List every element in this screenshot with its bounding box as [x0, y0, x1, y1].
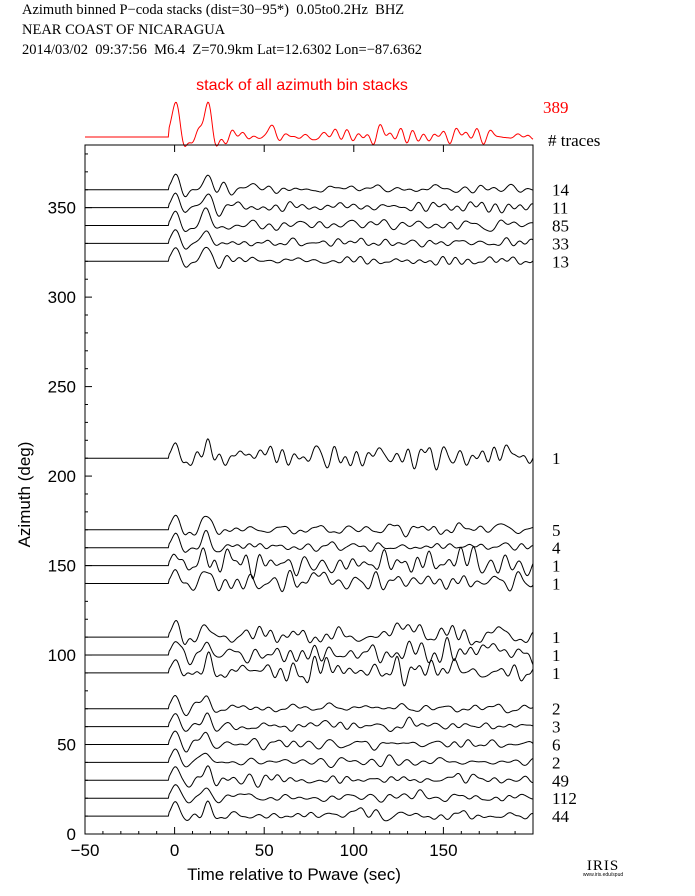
header-line-2: NEAR COAST OF NICARAGUA	[22, 22, 226, 38]
trace-count-label: 1	[552, 557, 561, 576]
azimuth-trace	[85, 546, 534, 580]
trace-count-label: 85	[552, 217, 569, 236]
azimuth-trace	[85, 529, 534, 553]
azimuth-trace	[85, 636, 534, 666]
trace-count-label: 44	[552, 807, 570, 826]
stack-label: stack of all azimuth bin stacks	[196, 77, 408, 94]
azimuth-trace	[85, 784, 534, 804]
azimuth-trace	[85, 173, 534, 198]
y-tick-label: 350	[48, 199, 76, 218]
logo-text: IRIS	[586, 858, 620, 874]
trace-count-label: 13	[552, 252, 569, 271]
azimuth-trace	[85, 514, 534, 538]
azimuth-trace	[85, 651, 534, 687]
x-tick-label: 150	[429, 841, 457, 860]
header-line-1: Azimuth binned P−coda stacks (dist=30−95…	[22, 2, 405, 18]
trace-count-label: 1	[552, 574, 561, 593]
y-tick-label: 0	[67, 825, 76, 844]
x-tick-label: −50	[71, 841, 100, 860]
trace-count-label: 6	[552, 736, 561, 755]
header-line-3: 2014/03/02 09:37:56 M6.4 Z=70.9km Lat=12…	[22, 42, 423, 58]
trace-count-label: 3	[552, 718, 561, 737]
trace-count-label: 4	[552, 539, 561, 558]
azimuth-trace	[85, 438, 534, 471]
azimuth-trace	[85, 730, 534, 753]
trace-count-label: 14	[552, 181, 570, 200]
azimuth-trace	[85, 748, 534, 768]
y-tick-label: 300	[48, 288, 76, 307]
x-axis-title: Time relative to Pwave (sec)	[187, 865, 401, 884]
plot-frame	[84, 144, 534, 835]
iris-logo: IRIS www.iris.edu/spud	[578, 858, 628, 878]
stack-count: 389	[543, 98, 569, 117]
azimuth-trace	[85, 246, 534, 269]
trace-count-label: 49	[552, 771, 569, 790]
azimuth-trace	[85, 619, 534, 646]
azimuth-trace	[85, 712, 534, 733]
azimuth-trace	[85, 569, 534, 593]
azimuth-trace	[85, 800, 534, 822]
trace-count-label: 1	[552, 628, 561, 647]
azimuth-trace	[85, 192, 534, 217]
y-tick-label: 100	[48, 646, 76, 665]
azimuth-trace	[85, 765, 533, 788]
x-tick-label: 100	[340, 841, 368, 860]
y-axis-title: Azimuth (deg)	[15, 442, 34, 548]
stack-trace	[85, 101, 534, 147]
y-tick-label: 200	[48, 467, 76, 486]
trace-count-label: 2	[552, 753, 561, 772]
trace-count-label: 1	[552, 449, 561, 468]
y-tick-label: 250	[48, 378, 76, 397]
trace-count-header: # traces	[548, 131, 600, 150]
azimuth-trace	[85, 229, 534, 250]
trace-count-label: 1	[552, 664, 561, 683]
x-tick-label: 0	[170, 841, 179, 860]
trace-count-label: 5	[552, 521, 561, 540]
trace-count-label: 1	[552, 646, 561, 665]
azimuth-trace	[85, 207, 534, 233]
azimuth-trace	[85, 694, 534, 717]
logo-url: www.iris.edu/spud	[582, 872, 624, 878]
trace-count-label: 11	[552, 199, 568, 218]
trace-count-label: 2	[552, 700, 561, 719]
y-tick-label: 50	[57, 736, 76, 755]
trace-count-label: 112	[552, 789, 577, 808]
trace-count-label: 33	[552, 234, 569, 253]
x-tick-label: 50	[255, 841, 274, 860]
y-tick-label: 150	[48, 557, 76, 576]
